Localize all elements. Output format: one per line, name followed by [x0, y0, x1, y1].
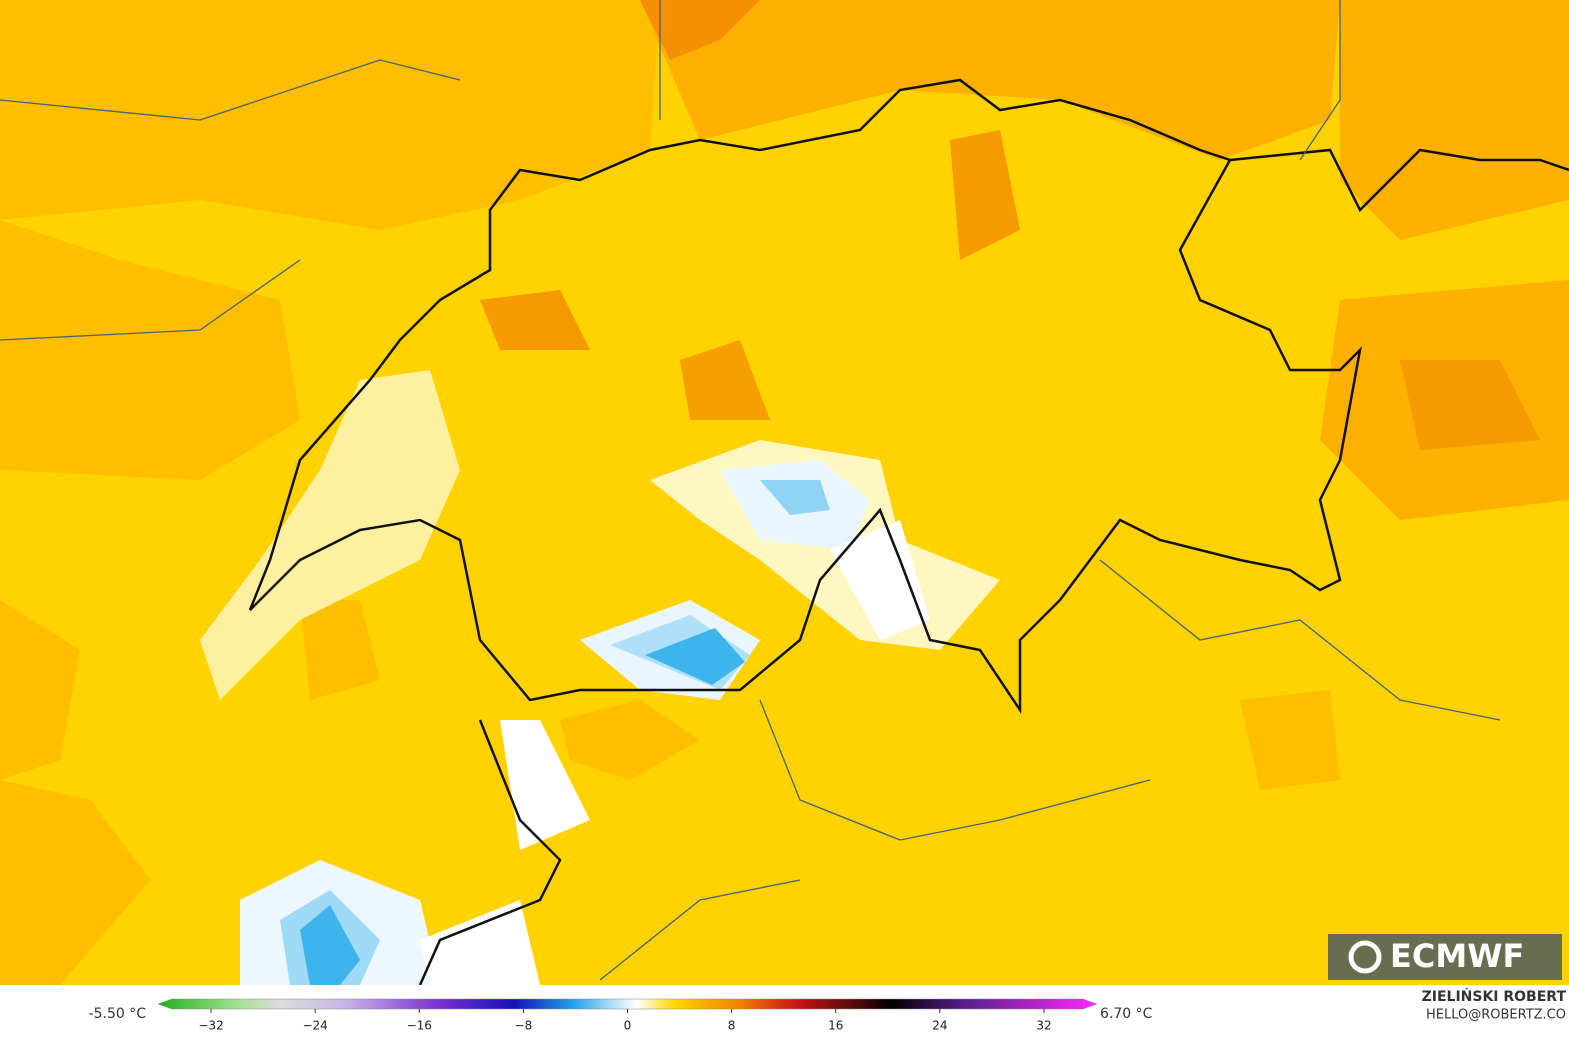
colorbar-tick-label: −8: [515, 1019, 533, 1033]
colorbar-tick-label: 0: [624, 1019, 632, 1033]
logo-text: ECMWF: [1390, 937, 1524, 975]
colorbar-tick-label: 32: [1036, 1019, 1051, 1033]
min-label: -5.50 °C: [89, 1006, 147, 1022]
colorbar-tick-label: −24: [302, 1019, 327, 1033]
colorbar-tick-label: −16: [407, 1019, 432, 1033]
author: ZIELIŃSKI ROBERT: [1422, 987, 1567, 1005]
email: HELLO@ROBERTZ.CO: [1426, 1008, 1566, 1023]
colorbar: −32 −24 −16 −8 0 8 16 24 32: [157, 998, 1098, 1033]
colorbar-tick-label: −32: [198, 1019, 223, 1033]
max-label: 6.70 °C: [1100, 1006, 1153, 1022]
colorbar-tick-label: 16: [828, 1019, 843, 1033]
ecmwf-logo: ECMWF: [1328, 934, 1562, 980]
colorbar-tick-label: 8: [728, 1019, 736, 1033]
temperature-map: [0, 0, 1569, 986]
colorbar-tick-label: 24: [932, 1019, 947, 1033]
colorbar-bar: [157, 998, 1098, 1010]
